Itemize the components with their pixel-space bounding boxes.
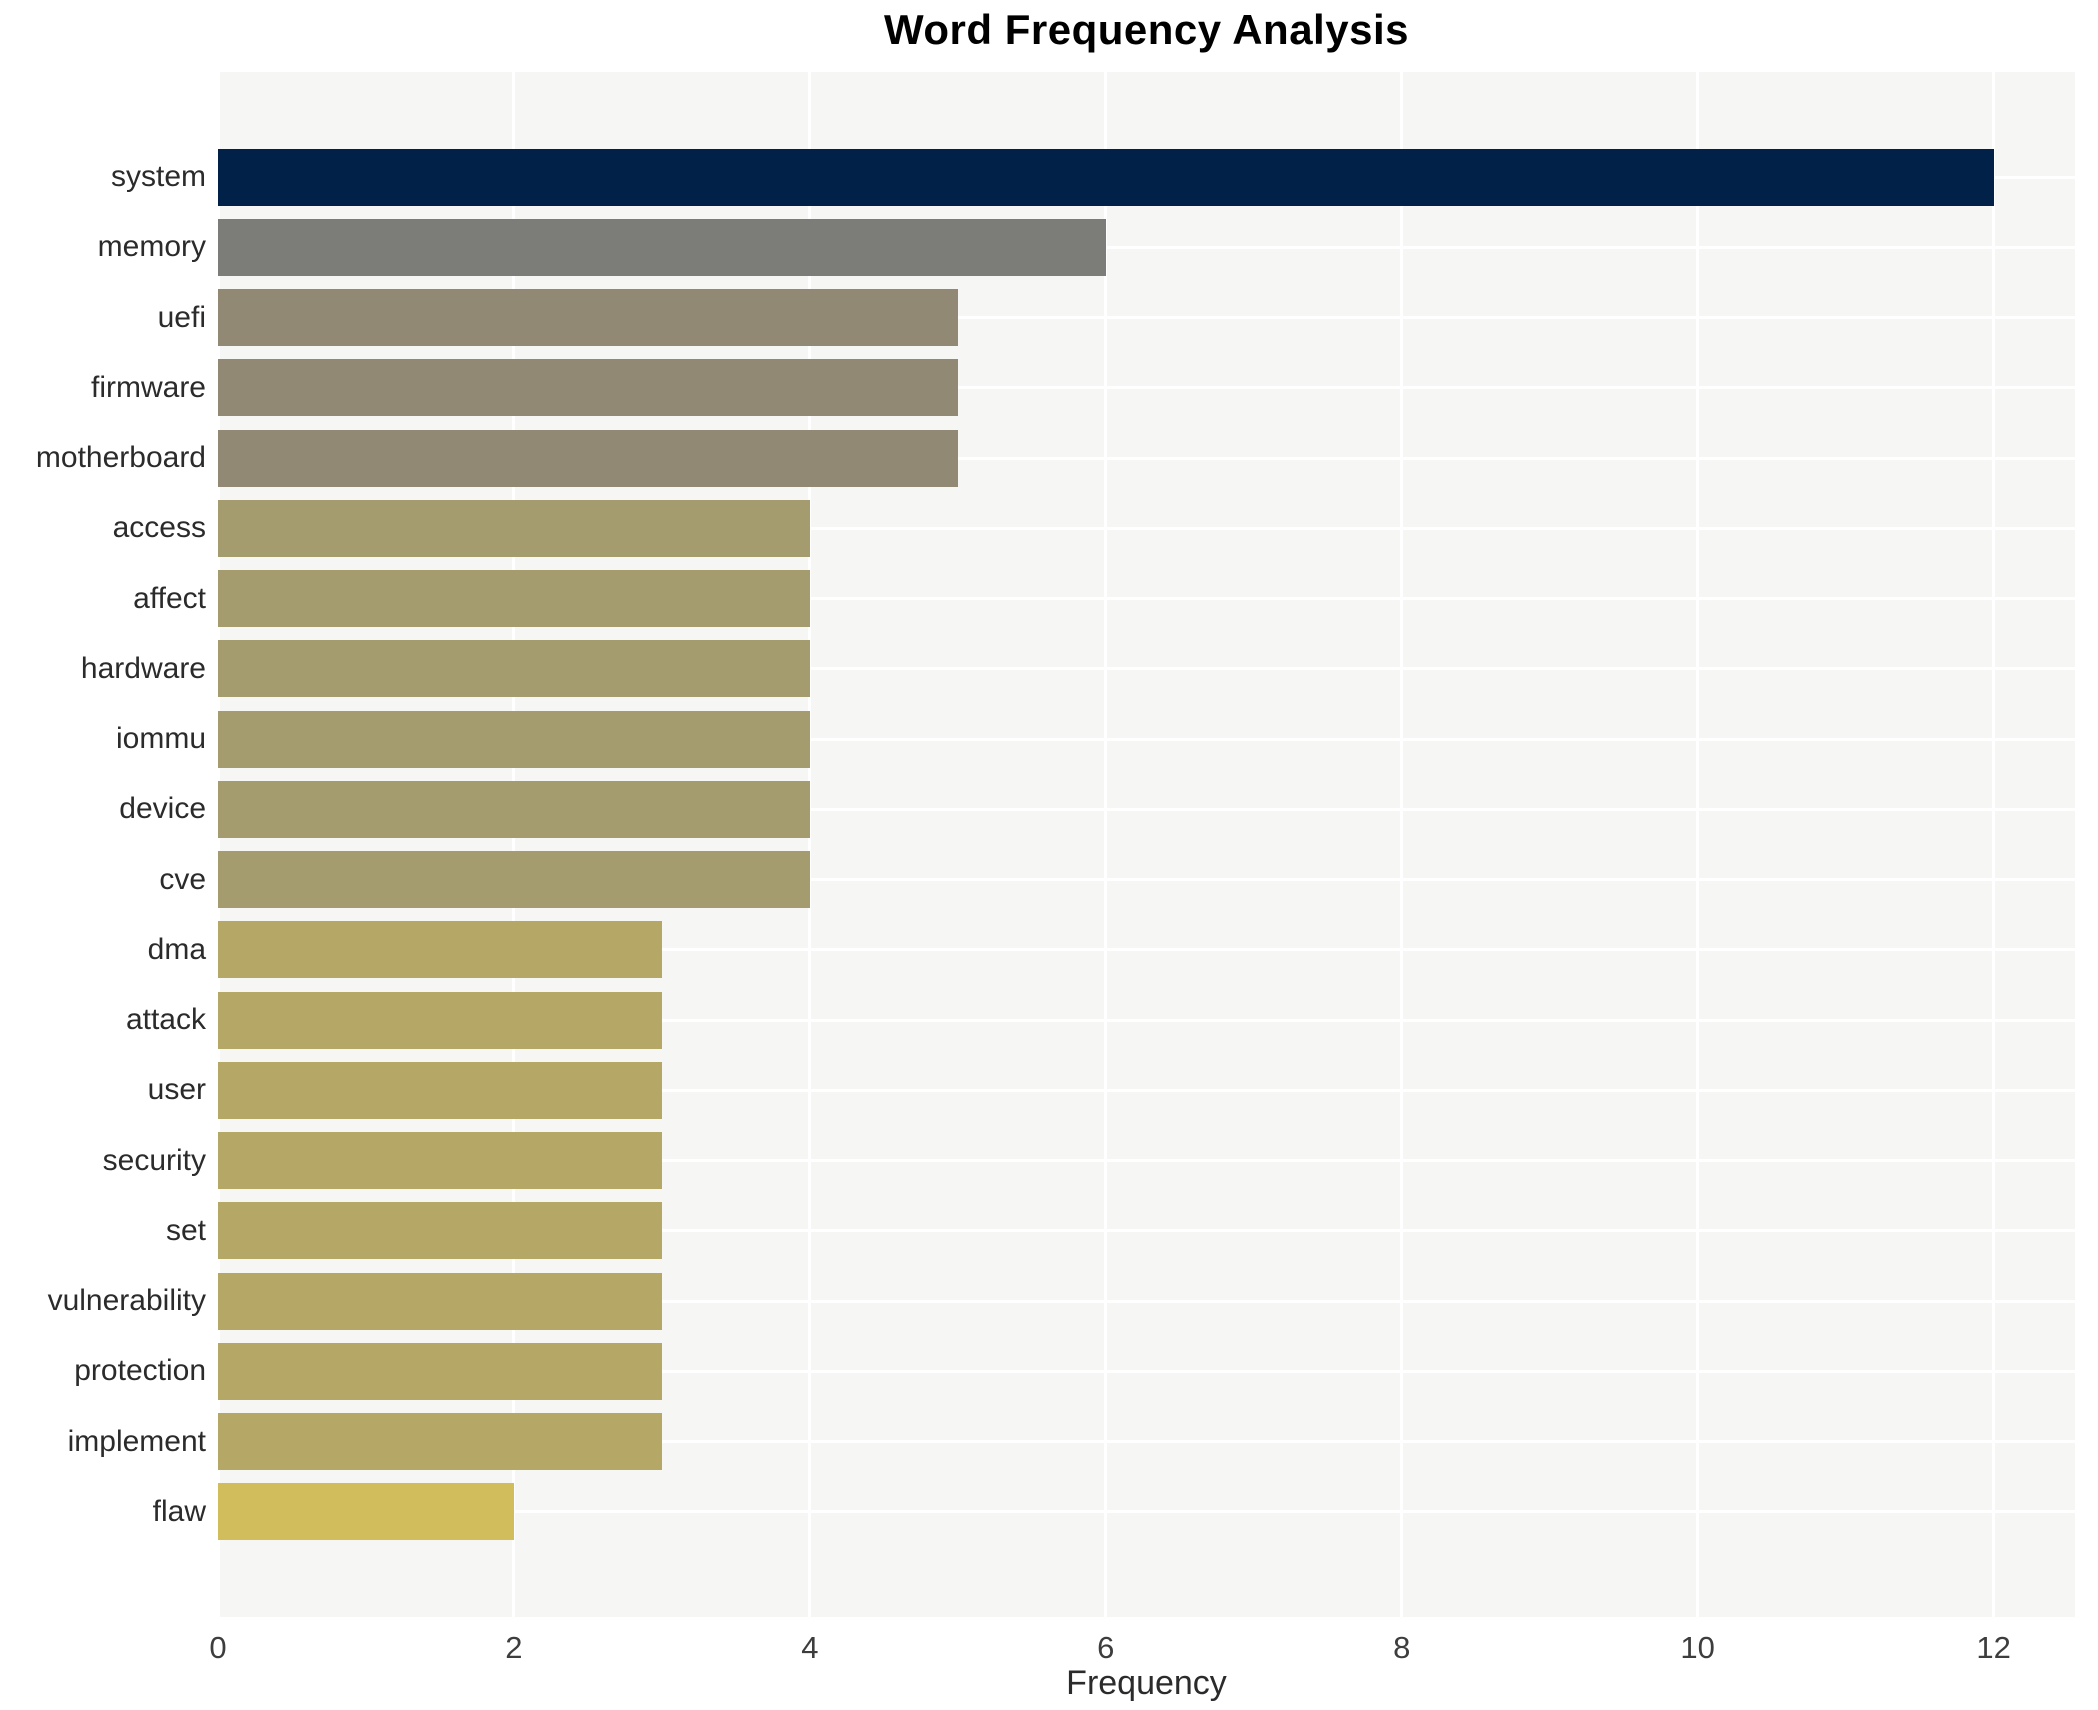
x-tick-2: 2	[505, 1630, 523, 1665]
bar-attack	[218, 991, 662, 1049]
bar-user	[218, 1061, 662, 1119]
bar-set	[218, 1202, 662, 1260]
horizontal-gridline	[218, 1159, 2075, 1163]
bar-dma	[218, 921, 662, 979]
bar-cve	[218, 851, 810, 909]
x-tick-10: 10	[1680, 1630, 1715, 1665]
bar-device	[218, 780, 810, 838]
bar-flaw	[218, 1483, 514, 1541]
y-label-uefi: uefi	[157, 300, 206, 334]
horizontal-gridline	[218, 737, 2075, 741]
horizontal-gridline	[218, 526, 2075, 530]
bar-affect	[218, 570, 810, 628]
vertical-gridline	[1400, 72, 1404, 1617]
y-label-security: security	[102, 1143, 206, 1177]
vertical-gridline	[1992, 72, 1996, 1617]
horizontal-gridline	[218, 948, 2075, 952]
horizontal-gridline	[218, 667, 2075, 671]
y-label-device: device	[119, 792, 206, 826]
plot-area	[216, 72, 2075, 1617]
y-label-attack: attack	[125, 1003, 206, 1037]
vertical-gridline	[1104, 72, 1108, 1617]
y-label-set: set	[165, 1213, 206, 1247]
y-label-memory: memory	[97, 230, 206, 264]
vertical-gridline	[512, 72, 516, 1617]
x-tick-6: 6	[1097, 1630, 1115, 1665]
horizontal-gridline	[218, 807, 2075, 811]
y-axis-labels: system memory uefi firmware motherboard acces…	[0, 0, 206, 1710]
y-label-motherboard: motherboard	[35, 441, 206, 475]
vertical-gridline	[1696, 72, 1700, 1617]
bar-iommu	[218, 710, 810, 768]
y-label-hardware: hardware	[80, 651, 206, 685]
horizontal-gridline	[218, 1510, 2075, 1514]
bar-vulnerability	[218, 1272, 662, 1330]
chart-title: Word Frequency Analysis	[884, 6, 1409, 53]
y-label-protection: protection	[74, 1354, 206, 1388]
bar-motherboard	[218, 429, 958, 487]
x-axis-label: Frequency	[1066, 1664, 1227, 1702]
horizontal-gridline	[218, 1088, 2075, 1092]
y-label-flaw: flaw	[152, 1494, 206, 1528]
x-tick-0: 0	[209, 1630, 227, 1665]
bar-security	[218, 1132, 662, 1190]
bar-implement	[218, 1413, 662, 1471]
y-label-dma: dma	[147, 932, 206, 966]
bar-memory	[218, 218, 1106, 276]
horizontal-gridline	[218, 456, 2075, 460]
y-label-user: user	[147, 1073, 206, 1107]
y-label-system: system	[110, 160, 206, 194]
y-label-access: access	[112, 511, 206, 545]
y-label-affect: affect	[133, 581, 206, 615]
bar-access	[218, 499, 810, 557]
horizontal-gridline	[218, 386, 2075, 390]
horizontal-gridline	[218, 1440, 2075, 1444]
x-tick-4: 4	[801, 1630, 819, 1665]
horizontal-gridline	[218, 597, 2075, 601]
y-label-firmware: firmware	[90, 370, 206, 404]
x-tick-12: 12	[1976, 1630, 2011, 1665]
horizontal-gridline	[218, 245, 2075, 249]
bar-system	[218, 148, 1994, 206]
bar-uefi	[218, 289, 958, 347]
vertical-gridline	[808, 72, 812, 1617]
horizontal-gridline	[218, 878, 2075, 882]
bar-firmware	[218, 359, 958, 417]
horizontal-gridline	[218, 1018, 2075, 1022]
horizontal-gridline	[218, 1299, 2075, 1303]
y-label-vulnerability: vulnerability	[47, 1284, 206, 1318]
y-label-cve: cve	[159, 862, 206, 896]
horizontal-gridline	[218, 316, 2075, 320]
vertical-gridline	[216, 72, 220, 1617]
y-label-implement: implement	[67, 1424, 206, 1458]
y-label-iommu: iommu	[115, 722, 206, 756]
bar-protection	[218, 1342, 662, 1400]
bar-hardware	[218, 640, 810, 698]
horizontal-gridline	[218, 1229, 2075, 1233]
x-tick-8: 8	[1393, 1630, 1411, 1665]
horizontal-gridline	[218, 1369, 2075, 1373]
